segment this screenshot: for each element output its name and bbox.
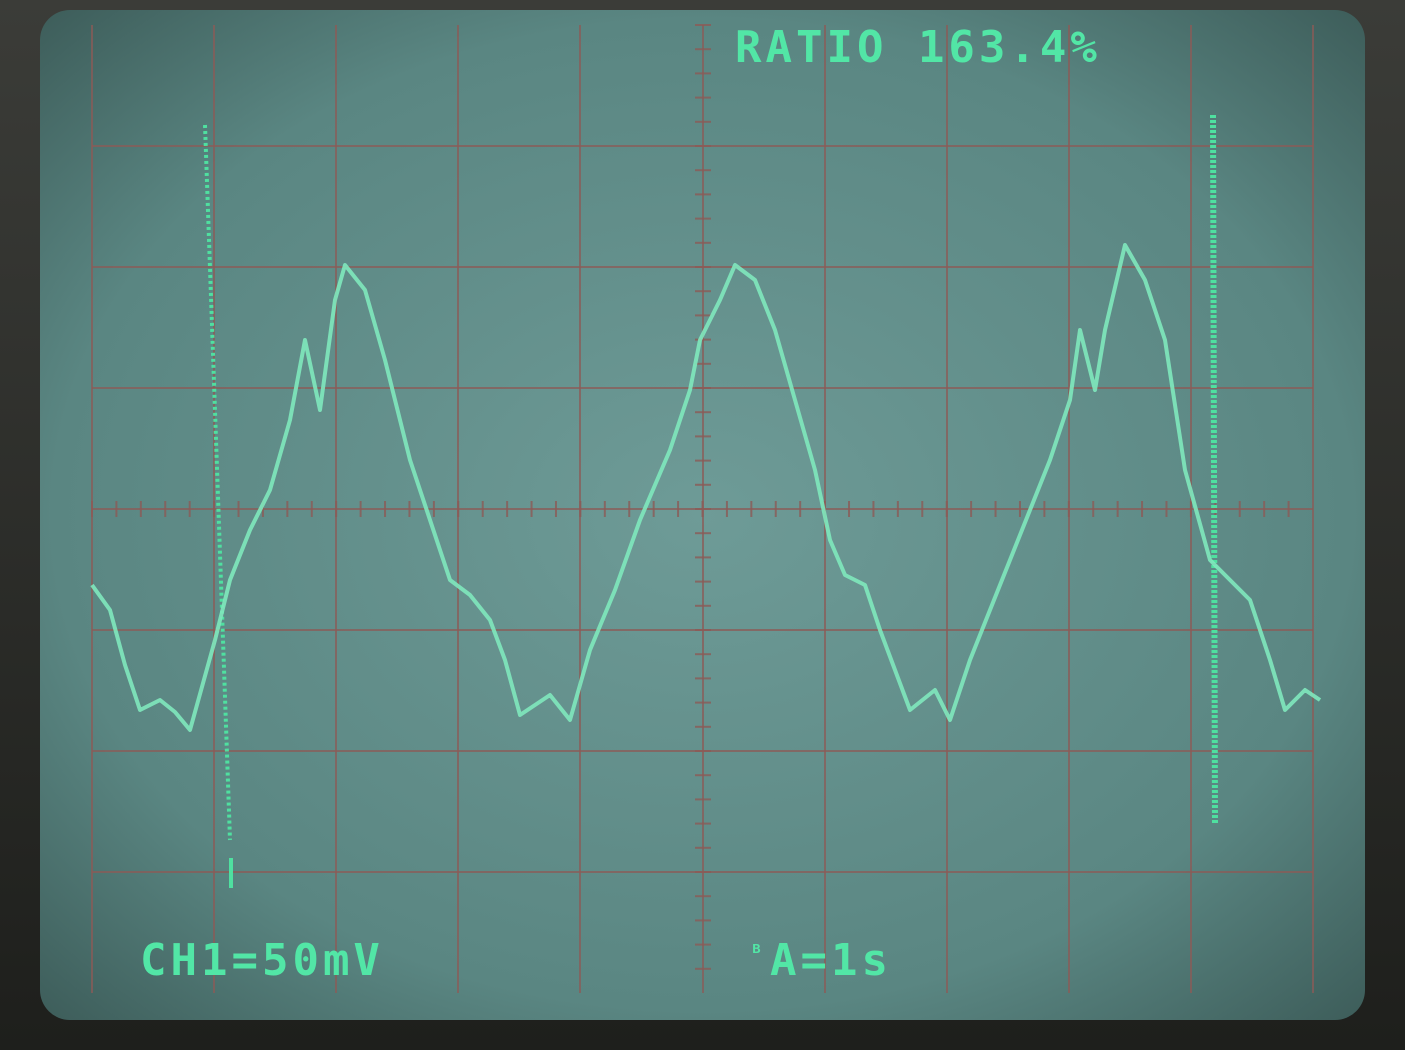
oscilloscope-photo: RATIO 163.4% CH1=50mV A=1s ᴮ [0,0,1405,1050]
channel-readout: CH1=50mV [140,935,384,986]
ratio-readout: RATIO 163.4% [735,22,1101,73]
delay-glyph: ᴮ [750,941,763,966]
timebase-readout: A=1s [770,935,892,986]
